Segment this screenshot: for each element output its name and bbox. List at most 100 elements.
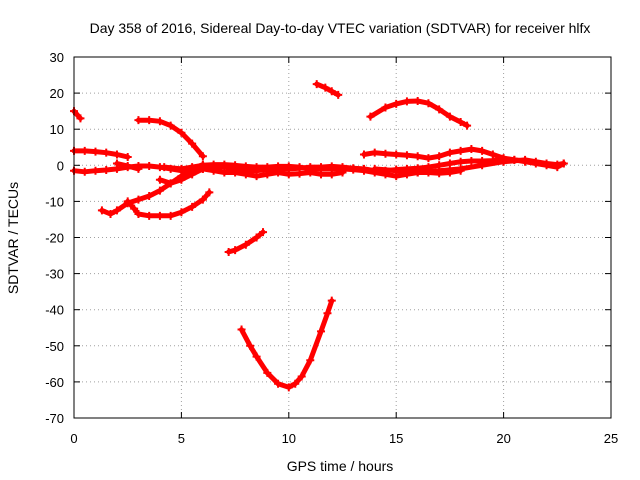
x-tick-label: 5 <box>178 431 185 446</box>
data-point <box>134 195 143 204</box>
data-point <box>542 159 551 168</box>
data-point <box>284 383 293 392</box>
data-point <box>259 228 268 237</box>
data-point <box>317 327 326 336</box>
data-point <box>499 157 508 166</box>
data-point <box>198 195 207 204</box>
data-point <box>155 175 164 184</box>
x-tick-label: 25 <box>604 431 618 446</box>
data-point <box>80 167 89 176</box>
data-point <box>102 165 111 174</box>
data-point <box>112 206 121 215</box>
data-point <box>323 309 332 318</box>
series-line <box>239 298 335 390</box>
data-point <box>188 139 197 148</box>
data-point <box>188 166 197 175</box>
series-s14 <box>366 97 472 130</box>
series-line <box>314 81 341 98</box>
data-point <box>297 372 306 381</box>
series-s10 <box>188 164 347 181</box>
data-point <box>291 379 300 388</box>
data-point <box>381 103 390 112</box>
data-point <box>370 148 379 157</box>
data-point <box>306 356 315 365</box>
data-point <box>198 152 207 161</box>
data-point <box>424 99 433 108</box>
data-point <box>366 112 375 121</box>
y-tick-label: 0 <box>57 158 64 173</box>
data-point <box>177 208 186 217</box>
series-line <box>125 189 212 219</box>
data-point <box>102 148 111 157</box>
series-s6 <box>134 116 207 161</box>
data-point <box>445 159 454 168</box>
data-point <box>91 147 100 156</box>
data-point <box>252 352 261 361</box>
data-point <box>198 164 207 173</box>
series-s5 <box>123 188 214 220</box>
data-point <box>145 191 154 200</box>
data-point <box>231 168 240 177</box>
data-point <box>435 152 444 161</box>
data-point <box>456 157 465 166</box>
data-point <box>284 162 293 171</box>
y-tick-label: -70 <box>45 411 64 426</box>
data-point <box>521 155 530 164</box>
data-point <box>435 105 444 114</box>
data-point <box>155 186 164 195</box>
data-point <box>155 117 164 126</box>
x-tick-labels: 0 5 10 15 20 25 <box>70 431 618 446</box>
data-point <box>123 152 132 161</box>
data-point <box>112 150 121 159</box>
data-point <box>467 145 476 154</box>
data-point <box>321 83 330 92</box>
series-s1 <box>70 107 85 123</box>
data-point <box>456 117 465 126</box>
data-point <box>205 188 214 197</box>
data-point <box>123 197 132 206</box>
y-axis-label: SDTVAR / TECUs <box>5 182 21 294</box>
data-point <box>381 149 390 158</box>
data-point <box>478 146 487 155</box>
data-point <box>467 156 476 165</box>
data-point <box>252 172 261 181</box>
data-point <box>134 164 143 173</box>
data-point <box>166 121 175 130</box>
data-point <box>76 114 85 123</box>
data-point <box>241 170 250 179</box>
y-tick-label: -40 <box>45 303 64 318</box>
data-point <box>295 169 304 178</box>
data-point <box>145 211 154 220</box>
data-point <box>130 204 139 213</box>
data-point <box>220 168 229 177</box>
data-point <box>392 150 401 159</box>
data-point <box>349 165 358 174</box>
data-point <box>338 168 347 177</box>
data-point <box>553 160 562 169</box>
x-tick-label: 0 <box>70 431 77 446</box>
x-axis-label: GPS time / hours <box>287 458 394 474</box>
x-tick-label: 10 <box>282 431 296 446</box>
series-s16 <box>370 155 568 177</box>
data-point <box>112 159 121 168</box>
data-point <box>224 247 233 256</box>
data-point <box>231 246 240 255</box>
data-point <box>359 150 368 159</box>
series-line <box>367 98 470 129</box>
data-point <box>327 170 336 179</box>
data-point <box>413 168 422 177</box>
y-tick-labels: -70 -60 -50 -40 -30 -20 -10 0 10 20 30 <box>45 50 64 426</box>
data-point <box>327 296 336 305</box>
data-point <box>123 162 132 171</box>
data-point <box>456 146 465 155</box>
data-point <box>445 112 454 121</box>
data-point <box>559 159 568 168</box>
data-point <box>80 146 89 155</box>
chart-title: Day 358 of 2016, Sidereal Day-to-day VTE… <box>90 20 591 36</box>
data-point <box>252 233 261 242</box>
data-point <box>231 161 240 170</box>
y-tick-label: -10 <box>45 194 64 209</box>
data-point <box>392 99 401 108</box>
data-point <box>177 128 186 137</box>
